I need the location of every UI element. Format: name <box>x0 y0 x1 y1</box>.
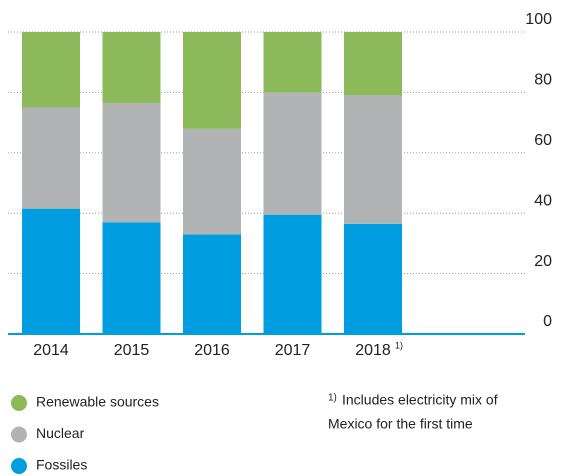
bar-segment <box>344 223 402 334</box>
bar-segment <box>102 32 161 103</box>
y-tick-label: 100 <box>525 11 552 28</box>
bar-segment <box>22 32 80 108</box>
bar-segment <box>102 102 161 223</box>
x-tick-label: 2017 <box>275 342 311 359</box>
bar-segment <box>183 234 241 334</box>
bar-segment <box>344 95 402 224</box>
x-tick-label: 2018 <box>355 342 391 359</box>
bar-segment <box>183 32 241 129</box>
y-tick-label: 80 <box>534 72 552 89</box>
bar-segment <box>183 128 241 235</box>
footnote-text: Mexico for the first time <box>328 416 473 432</box>
bar-segment <box>263 214 322 334</box>
footnote-marker: 1) <box>395 340 403 350</box>
bar-segment <box>22 208 80 334</box>
y-tick-label: 20 <box>534 253 552 270</box>
bar-segment <box>22 107 80 209</box>
y-tick-label: 60 <box>534 132 552 149</box>
bar-segment <box>263 32 322 93</box>
x-tick-label: 2016 <box>194 342 230 359</box>
y-tick-label: 0 <box>543 313 552 330</box>
y-tick-label: 40 <box>534 192 552 209</box>
legend-label: Fossiles <box>36 457 87 473</box>
bar-segment <box>344 32 402 96</box>
bar-segment <box>102 222 161 334</box>
x-tick-label: 2015 <box>114 342 150 359</box>
legend-swatch <box>11 426 27 443</box>
x-tick-label: 2014 <box>33 342 69 359</box>
footnote-marker: 1) <box>328 393 337 404</box>
legend-swatch <box>11 395 27 411</box>
bar-segment <box>263 92 322 215</box>
footnote-text: Includes electricity mix of <box>342 392 498 408</box>
legend-swatch <box>11 458 27 474</box>
legend-label: Renewable sources <box>36 394 159 410</box>
legend-label: Nuclear <box>36 425 85 441</box>
